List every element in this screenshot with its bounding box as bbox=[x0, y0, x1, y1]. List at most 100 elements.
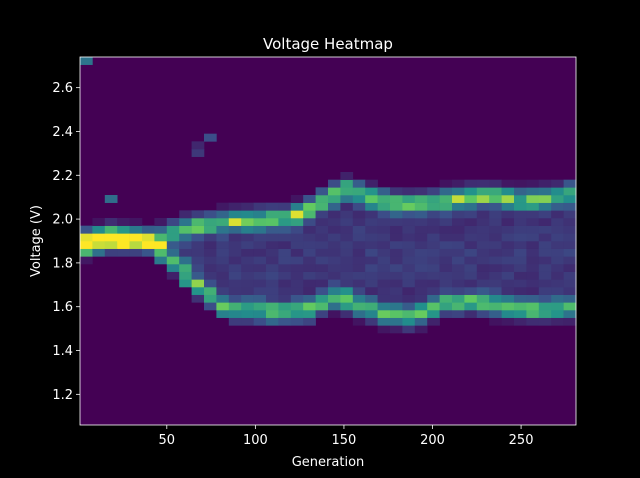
heatmap-cell bbox=[526, 179, 540, 188]
heatmap-cell bbox=[216, 233, 230, 242]
heatmap-cell bbox=[551, 256, 564, 265]
heatmap-cell bbox=[352, 241, 366, 249]
heatmap-cell bbox=[501, 187, 515, 196]
heatmap-cell bbox=[179, 256, 192, 265]
heatmap-cell bbox=[390, 195, 403, 203]
heatmap-cell bbox=[241, 225, 254, 234]
heatmap-cell bbox=[142, 233, 155, 242]
heatmap-cell bbox=[377, 287, 391, 295]
heatmap-cell bbox=[303, 225, 316, 234]
heatmap-cell bbox=[340, 294, 354, 303]
heatmap-cell bbox=[390, 310, 403, 318]
heatmap-cell bbox=[514, 256, 527, 265]
y-tick-label: 1.2 bbox=[52, 388, 73, 403]
heatmap-cell bbox=[166, 271, 180, 280]
heatmap-cell bbox=[476, 225, 490, 234]
heatmap-cell bbox=[390, 287, 403, 295]
heatmap-cell bbox=[253, 218, 267, 226]
heatmap-cell bbox=[377, 210, 391, 219]
heatmap-cell bbox=[489, 310, 502, 318]
heatmap-cell bbox=[439, 264, 453, 272]
heatmap-cell bbox=[204, 218, 217, 226]
heatmap-cell bbox=[514, 294, 527, 303]
heatmap-cell bbox=[427, 317, 440, 326]
heatmap-cell bbox=[340, 310, 354, 318]
heatmap-cell bbox=[328, 248, 341, 257]
heatmap-cell bbox=[352, 287, 366, 295]
heatmap-cell bbox=[290, 271, 304, 280]
x-tick-label: 200 bbox=[420, 433, 445, 448]
heatmap-cell bbox=[290, 287, 304, 295]
heatmap-cell bbox=[117, 218, 130, 226]
heatmap-cell bbox=[92, 248, 106, 257]
heatmap-cell bbox=[80, 248, 93, 257]
heatmap-cell bbox=[476, 310, 490, 318]
heatmap-cell bbox=[390, 210, 403, 219]
heatmap-cell bbox=[563, 187, 577, 196]
heatmap-cell bbox=[191, 225, 205, 234]
heatmap-cell bbox=[538, 248, 552, 257]
heatmap-cell bbox=[414, 241, 428, 249]
heatmap-cell bbox=[414, 271, 428, 280]
heatmap-cell bbox=[328, 256, 341, 265]
heatmap-cell bbox=[501, 225, 515, 234]
y-tick-label: 1.4 bbox=[52, 344, 73, 359]
heatmap-cell bbox=[204, 225, 217, 234]
heatmap-cell bbox=[439, 233, 453, 242]
heatmap-cell bbox=[315, 302, 329, 311]
heatmap-cell bbox=[80, 233, 93, 242]
heatmap-cell bbox=[489, 317, 502, 326]
heatmap-cell bbox=[526, 218, 540, 226]
heatmap-cell bbox=[303, 264, 316, 272]
heatmap-cell bbox=[278, 264, 292, 272]
heatmap-cell bbox=[402, 287, 416, 295]
heatmap-cell bbox=[142, 225, 155, 234]
heatmap-cell bbox=[427, 287, 440, 295]
heatmap-cell bbox=[328, 279, 341, 288]
heatmap-cell bbox=[92, 233, 106, 242]
heatmap-cell bbox=[427, 271, 440, 280]
heatmap-cell bbox=[80, 241, 93, 249]
heatmap-cell bbox=[563, 179, 577, 188]
heatmap-cell bbox=[328, 233, 341, 242]
heatmap-cell bbox=[526, 202, 540, 211]
x-tick-label: 250 bbox=[509, 433, 534, 448]
heatmap-cell bbox=[129, 218, 143, 226]
heatmap-cell bbox=[414, 310, 428, 318]
heatmap-cell bbox=[514, 287, 527, 295]
heatmap-cell bbox=[352, 294, 366, 303]
heatmap-cell bbox=[278, 271, 292, 280]
heatmap-cell bbox=[464, 202, 478, 211]
heatmap-cell bbox=[538, 310, 552, 318]
heatmap-cell bbox=[439, 202, 453, 211]
heatmap-cell bbox=[278, 248, 292, 257]
heatmap-cell bbox=[390, 325, 403, 334]
heatmap-cell bbox=[563, 302, 577, 311]
heatmap-cell bbox=[241, 317, 254, 326]
heatmap-cell bbox=[204, 302, 217, 311]
heatmap-cell bbox=[476, 233, 490, 242]
heatmap-cell bbox=[514, 187, 527, 196]
heatmap-cell bbox=[439, 248, 453, 257]
heatmap-cell bbox=[228, 279, 242, 288]
y-tick-label: 1.6 bbox=[52, 300, 73, 315]
heatmap-cell bbox=[489, 271, 502, 280]
heatmap-cell bbox=[154, 248, 168, 257]
heatmap-cell bbox=[476, 179, 490, 188]
heatmap-cell bbox=[390, 225, 403, 234]
heatmap-cell bbox=[551, 218, 564, 226]
heatmap-cell bbox=[489, 256, 502, 265]
heatmap-cell bbox=[216, 225, 230, 234]
heatmap-cell bbox=[315, 210, 329, 219]
heatmap-cell bbox=[538, 225, 552, 234]
heatmap-cell bbox=[551, 187, 564, 196]
heatmap-cell bbox=[514, 210, 527, 219]
heatmap-cell bbox=[414, 264, 428, 272]
heatmap-cell bbox=[501, 294, 515, 303]
heatmap-cell bbox=[514, 233, 527, 242]
heatmap-cell bbox=[179, 210, 192, 219]
heatmap-cell bbox=[315, 248, 329, 257]
heatmap-cell bbox=[551, 271, 564, 280]
heatmap-cell bbox=[179, 225, 192, 234]
heatmap-cell bbox=[501, 264, 515, 272]
